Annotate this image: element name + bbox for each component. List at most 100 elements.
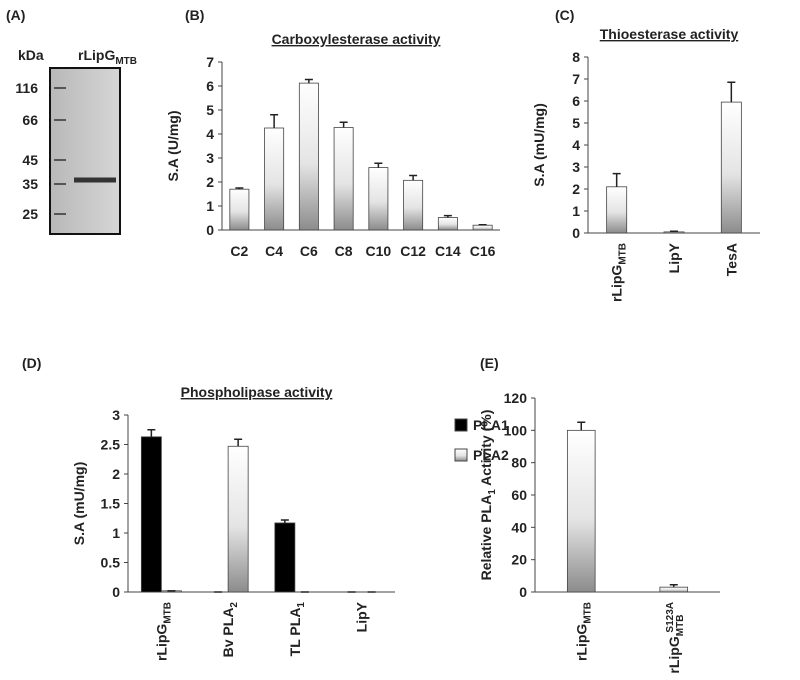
y-tick-label: 60 — [511, 487, 527, 503]
x-tick-label-sub: MTB — [162, 602, 173, 624]
error-bar — [374, 163, 382, 167]
y-tick-label: 3 — [112, 407, 120, 423]
y-tick-label: 7 — [206, 54, 214, 70]
x-tick-label: C12 — [400, 243, 426, 259]
y-tick-label: 7 — [572, 71, 580, 87]
bar — [369, 168, 388, 230]
bar — [567, 430, 595, 592]
y-tick-label: 3 — [206, 150, 214, 166]
y-axis-label: S.A (U/mg) — [165, 110, 181, 181]
x-tick-label-sub: 2 — [229, 602, 240, 608]
x-tick-label: C14 — [435, 243, 461, 259]
x-tick-label: TesA — [723, 243, 739, 276]
y-axis-label-tail: Activity (%) — [478, 410, 494, 490]
x-tick-label: LipY — [354, 601, 370, 632]
y-tick-label: 2 — [112, 466, 120, 482]
y-axis-label-text: Relative PLA — [478, 495, 494, 581]
y-tick-label: 0.5 — [101, 555, 121, 571]
x-tick-label: LipY — [666, 242, 682, 273]
chart-title: Thioesterase activity — [600, 26, 739, 42]
y-tick-label: 0 — [112, 584, 120, 600]
marker-label: 25 — [22, 206, 38, 222]
bar — [228, 446, 248, 592]
y-tick-label: 2 — [206, 174, 214, 190]
y-axis-label: Relative PLA1 Activity (%) — [478, 410, 498, 581]
y-tick-label: 0 — [206, 222, 214, 238]
bar — [334, 128, 353, 230]
x-tick-label-sub: MTB — [582, 602, 593, 624]
x-tick-label-sub: 1 — [296, 602, 307, 608]
y-tick-label: 0 — [519, 584, 527, 600]
y-tick-label: 6 — [206, 78, 214, 94]
error-bar — [281, 520, 289, 523]
error-bar — [340, 122, 348, 127]
x-tick-label: TL PLA1 — [287, 602, 307, 657]
x-tick-label: C8 — [335, 243, 353, 259]
y-tick-label: 6 — [572, 93, 580, 109]
x-tick-label: C6 — [300, 243, 318, 259]
marker-label: 116 — [15, 80, 38, 96]
x-tick-label-text: rLipG — [666, 636, 682, 673]
y-tick-label: 1 — [112, 525, 120, 541]
error-bar — [409, 176, 417, 181]
y-tick-label: 100 — [504, 422, 528, 438]
x-tick-label-text: Bv PLA — [220, 608, 236, 658]
error-bar — [270, 115, 278, 128]
panel-label: (B) — [185, 7, 204, 23]
panel-label: (E) — [480, 355, 499, 371]
y-tick-label: 5 — [572, 115, 580, 131]
x-tick-label-text: rLipG — [609, 265, 625, 302]
chart-title: Phospholipase activity — [181, 384, 333, 400]
y-tick-label: 120 — [504, 390, 528, 406]
y-tick-label: 5 — [206, 102, 214, 118]
bar — [473, 225, 492, 230]
error-bar — [234, 439, 242, 446]
error-bar — [577, 422, 585, 430]
y-tick-label: 4 — [572, 137, 580, 153]
bar — [607, 187, 627, 233]
error-bar — [670, 231, 678, 232]
bar — [660, 587, 688, 592]
y-tick-label: 3 — [572, 159, 580, 175]
unit-label: kDa — [18, 47, 44, 63]
panel-label: (A) — [6, 7, 25, 23]
y-tick-label: 20 — [511, 552, 527, 568]
y-tick-label: 2 — [572, 181, 580, 197]
y-tick-label: 0 — [572, 225, 580, 241]
x-tick-label-sup: S123A — [665, 602, 676, 633]
y-tick-label: 2.5 — [101, 437, 121, 453]
error-bar — [613, 174, 621, 187]
marker-label: 35 — [22, 176, 38, 192]
y-tick-label: 1.5 — [101, 496, 121, 512]
y-tick-label: 8 — [572, 49, 580, 65]
error-bar — [305, 80, 313, 84]
x-tick-label-text: TL PLA — [287, 608, 303, 657]
y-tick-label: 40 — [511, 519, 527, 535]
error-bar — [727, 82, 735, 102]
x-tick-label: rLipGMTB — [609, 243, 629, 302]
x-tick-label: rLipGMTBS123A — [665, 602, 686, 674]
bar — [141, 437, 161, 592]
panel-label: (C) — [555, 7, 574, 23]
lane-label: rLipGMTB — [78, 47, 137, 67]
marker-label: 45 — [22, 152, 38, 168]
x-tick-label: C10 — [366, 243, 392, 259]
bar — [230, 189, 249, 230]
bar — [265, 128, 284, 230]
y-axis-label: S.A (mU/mg) — [71, 462, 87, 545]
y-tick-label: 80 — [511, 455, 527, 471]
x-tick-label: C2 — [230, 243, 248, 259]
x-tick-label: C16 — [470, 243, 496, 259]
x-tick-label-sub: MTB — [675, 615, 686, 637]
bar — [664, 232, 684, 233]
x-tick-label-text: rLipG — [573, 624, 589, 661]
bar — [438, 218, 457, 230]
error-bar — [147, 430, 155, 437]
y-tick-label: 4 — [206, 126, 214, 142]
legend-swatch — [455, 419, 467, 431]
legend-swatch — [455, 449, 467, 461]
marker-label: 66 — [22, 112, 38, 128]
chart-title: Carboxylesterase activity — [272, 31, 441, 47]
y-axis-label: S.A (mU/mg) — [531, 103, 547, 186]
